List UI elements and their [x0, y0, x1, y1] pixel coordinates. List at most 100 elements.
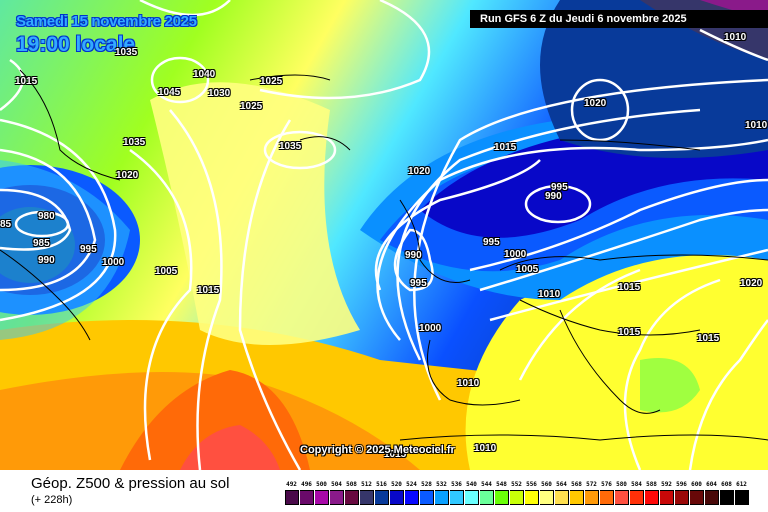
legend-swatch	[329, 490, 344, 505]
isobar-label: 995	[80, 244, 97, 255]
legend-entry: 612	[734, 480, 749, 505]
isobar-label: 1035	[279, 141, 302, 152]
isobar-label: 1040	[193, 69, 216, 80]
legend-label: 592	[661, 481, 672, 488]
legend-entry: 500	[314, 480, 329, 505]
isobar-label: 1025	[240, 101, 263, 112]
legend-label: 492	[286, 481, 297, 488]
legend-label: 500	[316, 481, 327, 488]
isobar-label: 1010	[745, 120, 768, 131]
legend-label: 552	[511, 481, 522, 488]
isobar-label: 1015	[618, 327, 641, 338]
legend-label: 548	[496, 481, 507, 488]
legend-swatch	[539, 490, 554, 505]
geopotential-field	[0, 0, 768, 470]
legend-entry: 568	[569, 480, 584, 505]
isobar-label: 1045	[158, 87, 181, 98]
legend-entry: 576	[599, 480, 614, 505]
legend-entry: 512	[359, 480, 374, 505]
isobar-label: 1020	[116, 170, 139, 181]
legend-label: 588	[646, 481, 657, 488]
legend-swatch	[674, 490, 689, 505]
legend-entry: 496	[299, 480, 314, 505]
forecast-offset: (+ 228h)	[31, 494, 73, 506]
isobar-label: 1010	[724, 32, 747, 43]
isobar-label: 85	[0, 219, 12, 230]
legend-label: 576	[601, 481, 612, 488]
legend-entry: 536	[449, 480, 464, 505]
isobar-label: 990	[545, 191, 562, 202]
legend-label: 544	[481, 481, 492, 488]
legend-label: 596	[676, 481, 687, 488]
forecast-time: 19:00 locale	[16, 33, 136, 56]
color-legend: 492 496 500 504 508 512 516 520 524 528 532 536 540 5…	[284, 480, 749, 505]
legend-swatch	[659, 490, 674, 505]
legend-entry: 572	[584, 480, 599, 505]
isobar-label: 1010	[474, 443, 497, 454]
isobar-label: 1015	[384, 449, 407, 460]
isobar-label: 1020	[408, 166, 431, 177]
legend-label: 496	[301, 481, 312, 488]
isobar-label: 990	[405, 250, 422, 261]
legend-swatch	[359, 490, 374, 505]
legend-swatch	[629, 490, 644, 505]
copyright-notice: Copyright © 2025 Meteociel.fr	[300, 444, 455, 456]
legend-swatch	[599, 490, 614, 505]
legend-swatch	[464, 490, 479, 505]
legend-entry: 548	[494, 480, 509, 505]
legend-entry: 596	[674, 480, 689, 505]
legend-label: 524	[406, 481, 417, 488]
legend-entry: 588	[644, 480, 659, 505]
legend-label: 512	[361, 481, 372, 488]
legend-entry: 600	[689, 480, 704, 505]
isobar-label: 1005	[516, 264, 539, 275]
legend-swatch	[374, 490, 389, 505]
legend-swatch	[449, 490, 464, 505]
legend-entry: 520	[389, 480, 404, 505]
forecast-date: Samedi 15 novembre 2025	[16, 13, 197, 30]
legend-entry: 564	[554, 480, 569, 505]
map-title: Géop. Z500 & pression au sol	[31, 475, 230, 492]
isobar-label: 1015	[494, 142, 517, 153]
legend-label: 540	[466, 481, 477, 488]
legend-entry: 560	[539, 480, 554, 505]
legend-entry: 580	[614, 480, 629, 505]
isobar-label: 1015	[15, 76, 38, 87]
legend-label: 584	[631, 481, 642, 488]
isobar-label: 1010	[457, 378, 480, 389]
legend-swatch	[479, 490, 494, 505]
isobar-label: 1000	[419, 323, 442, 334]
isobar-label: 980	[38, 211, 55, 222]
legend-entry: 544	[479, 480, 494, 505]
isobar-label: 1020	[584, 98, 607, 109]
legend-swatch	[344, 490, 359, 505]
legend-swatch	[614, 490, 629, 505]
legend-label: 560	[541, 481, 552, 488]
legend-label: 532	[436, 481, 447, 488]
legend-label: 612	[736, 481, 747, 488]
legend-label: 528	[421, 481, 432, 488]
isobar-label: 1005	[155, 266, 178, 277]
legend-entry: 524	[404, 480, 419, 505]
isobar-label: 1015	[618, 282, 641, 293]
legend-label: 520	[391, 481, 402, 488]
legend-label: 580	[616, 481, 627, 488]
model-run-banner: Run GFS 6 Z du Jeudi 6 novembre 2025	[470, 10, 768, 28]
isobar-label: 995	[551, 182, 568, 193]
legend-entry: 552	[509, 480, 524, 505]
weather-map: Samedi 15 novembre 2025 19:00 locale Run…	[0, 0, 768, 470]
isobar-label: 1015	[197, 285, 220, 296]
legend-label: 564	[556, 481, 567, 488]
legend-entry: 516	[374, 480, 389, 505]
legend-swatch	[314, 490, 329, 505]
legend-swatch	[719, 490, 734, 505]
legend-entry: 508	[344, 480, 359, 505]
legend-swatch	[434, 490, 449, 505]
legend-label: 516	[376, 481, 387, 488]
legend-label: 536	[451, 481, 462, 488]
footer: Géop. Z500 & pression au sol (+ 228h) 49…	[0, 470, 768, 512]
isobar-label: 1035	[123, 137, 146, 148]
legend-label: 572	[586, 481, 597, 488]
isobar-label: 1000	[504, 249, 527, 260]
legend-swatch	[644, 490, 659, 505]
